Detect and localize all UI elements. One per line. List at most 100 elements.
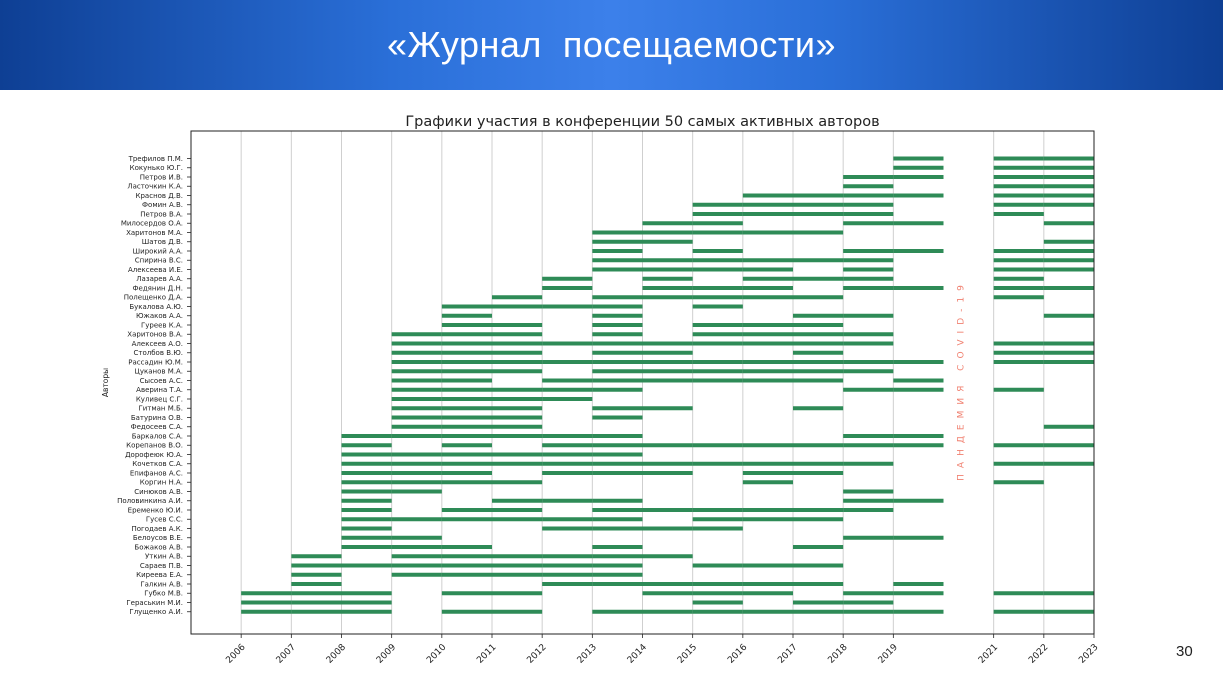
participation-bar <box>1043 258 1094 263</box>
author-label: Федянин Д.Н. <box>133 284 184 292</box>
participation-bar <box>742 471 793 475</box>
participation-bar <box>592 378 643 383</box>
author-label: Аверина Т.А. <box>136 386 183 394</box>
participation-bar <box>592 434 643 438</box>
participation-bar <box>341 526 392 531</box>
author-label: Батурина О.В. <box>131 414 183 422</box>
author-label: Столбов В.Ю. <box>134 349 183 357</box>
participation-bar <box>843 332 894 337</box>
participation-bar <box>592 498 643 503</box>
participation-bar <box>843 258 894 263</box>
participation-bar <box>993 202 1044 207</box>
participation-bar <box>993 276 1044 281</box>
participation-bar <box>542 563 593 568</box>
participation-bar <box>692 341 743 346</box>
participation-bar <box>592 545 643 549</box>
participation-bar <box>391 387 442 392</box>
participation-bar <box>291 563 342 568</box>
participation-bar <box>492 332 543 337</box>
participation-bar <box>441 350 492 355</box>
participation-bar <box>793 360 844 364</box>
participation-bar <box>692 221 743 226</box>
participation-bar <box>993 267 1044 272</box>
participation-bar <box>341 434 392 438</box>
participation-bar <box>391 406 442 411</box>
participation-bar <box>592 582 643 586</box>
participation-bar <box>492 323 543 327</box>
participation-bar <box>341 498 392 503</box>
participation-bar <box>642 286 693 290</box>
participation-bar <box>893 360 944 364</box>
participation-bar <box>642 443 693 448</box>
year-tick-label: 2017 <box>776 643 799 666</box>
participation-bar <box>843 369 894 374</box>
participation-bar <box>692 212 743 216</box>
participation-bar <box>1043 443 1094 448</box>
author-label: Федосеев С.А. <box>131 423 183 431</box>
participation-bar <box>542 360 593 364</box>
participation-bar <box>742 609 793 614</box>
author-label: Петров И.В. <box>140 173 183 181</box>
participation-bar <box>391 397 442 401</box>
y-axis-label: Авторы <box>101 368 110 397</box>
author-label: Коргин Н.А. <box>140 479 183 487</box>
participation-bar <box>793 443 844 448</box>
participation-bar <box>492 360 543 364</box>
participation-bar <box>843 184 894 189</box>
participation-bar <box>993 609 1044 614</box>
participation-bar <box>1043 424 1094 429</box>
participation-bar <box>492 517 543 522</box>
participation-bar <box>1043 184 1094 189</box>
participation-bar <box>793 295 844 300</box>
author-label: Алексеев А.О. <box>132 340 183 348</box>
author-label: Гусев С.С. <box>146 516 183 524</box>
participation-bar <box>592 360 643 364</box>
author-label: Сысоев А.С. <box>140 377 183 385</box>
author-label: Синюков А.В. <box>134 488 183 496</box>
participation-bar <box>492 406 543 411</box>
participation-bar <box>592 332 643 337</box>
participation-bar <box>592 369 643 374</box>
participation-bar <box>441 369 492 374</box>
year-tick-label: 2014 <box>626 642 649 665</box>
participation-bar <box>642 350 693 355</box>
author-label: Баркалов С.А. <box>132 432 183 440</box>
participation-bar <box>592 341 643 346</box>
participation-bar <box>993 461 1044 466</box>
participation-bar <box>341 480 392 485</box>
author-label: Еременко Ю.И. <box>128 506 183 514</box>
participation-bar <box>391 332 442 337</box>
participation-bar <box>542 498 593 503</box>
author-label: Галкин А.В. <box>140 580 183 588</box>
year-tick-label: 2013 <box>576 643 599 666</box>
author-label: Божаков А.В. <box>134 543 183 551</box>
author-label: Цуканов М.А. <box>134 368 183 376</box>
author-label: Милосердов О.А. <box>121 220 183 228</box>
participation-bar <box>843 535 894 540</box>
participation-bar <box>993 350 1044 355</box>
participation-bar <box>692 378 743 383</box>
participation-bar <box>692 600 743 605</box>
participation-bar <box>843 212 894 216</box>
participation-bar <box>592 517 643 522</box>
participation-bar <box>241 609 292 614</box>
participation-bar <box>742 591 793 596</box>
participation-bar <box>542 304 593 309</box>
participation-bar <box>692 609 743 614</box>
participation-bar <box>391 554 442 559</box>
participation-bar <box>1043 239 1094 244</box>
author-label: Дорофеюк Ю.А. <box>125 451 183 459</box>
participation-bar <box>592 443 643 448</box>
participation-bar <box>993 258 1044 263</box>
participation-bar <box>1043 267 1094 272</box>
participation-bar <box>692 286 743 290</box>
participation-bar <box>742 443 793 448</box>
participation-bar <box>291 600 342 605</box>
participation-bar <box>592 572 643 577</box>
participation-bar <box>993 341 1044 346</box>
participation-bar <box>692 323 743 327</box>
participation-bar <box>341 609 392 614</box>
year-tick-label: 2011 <box>475 643 498 666</box>
participation-bar <box>843 286 894 290</box>
participation-bar <box>441 424 492 429</box>
